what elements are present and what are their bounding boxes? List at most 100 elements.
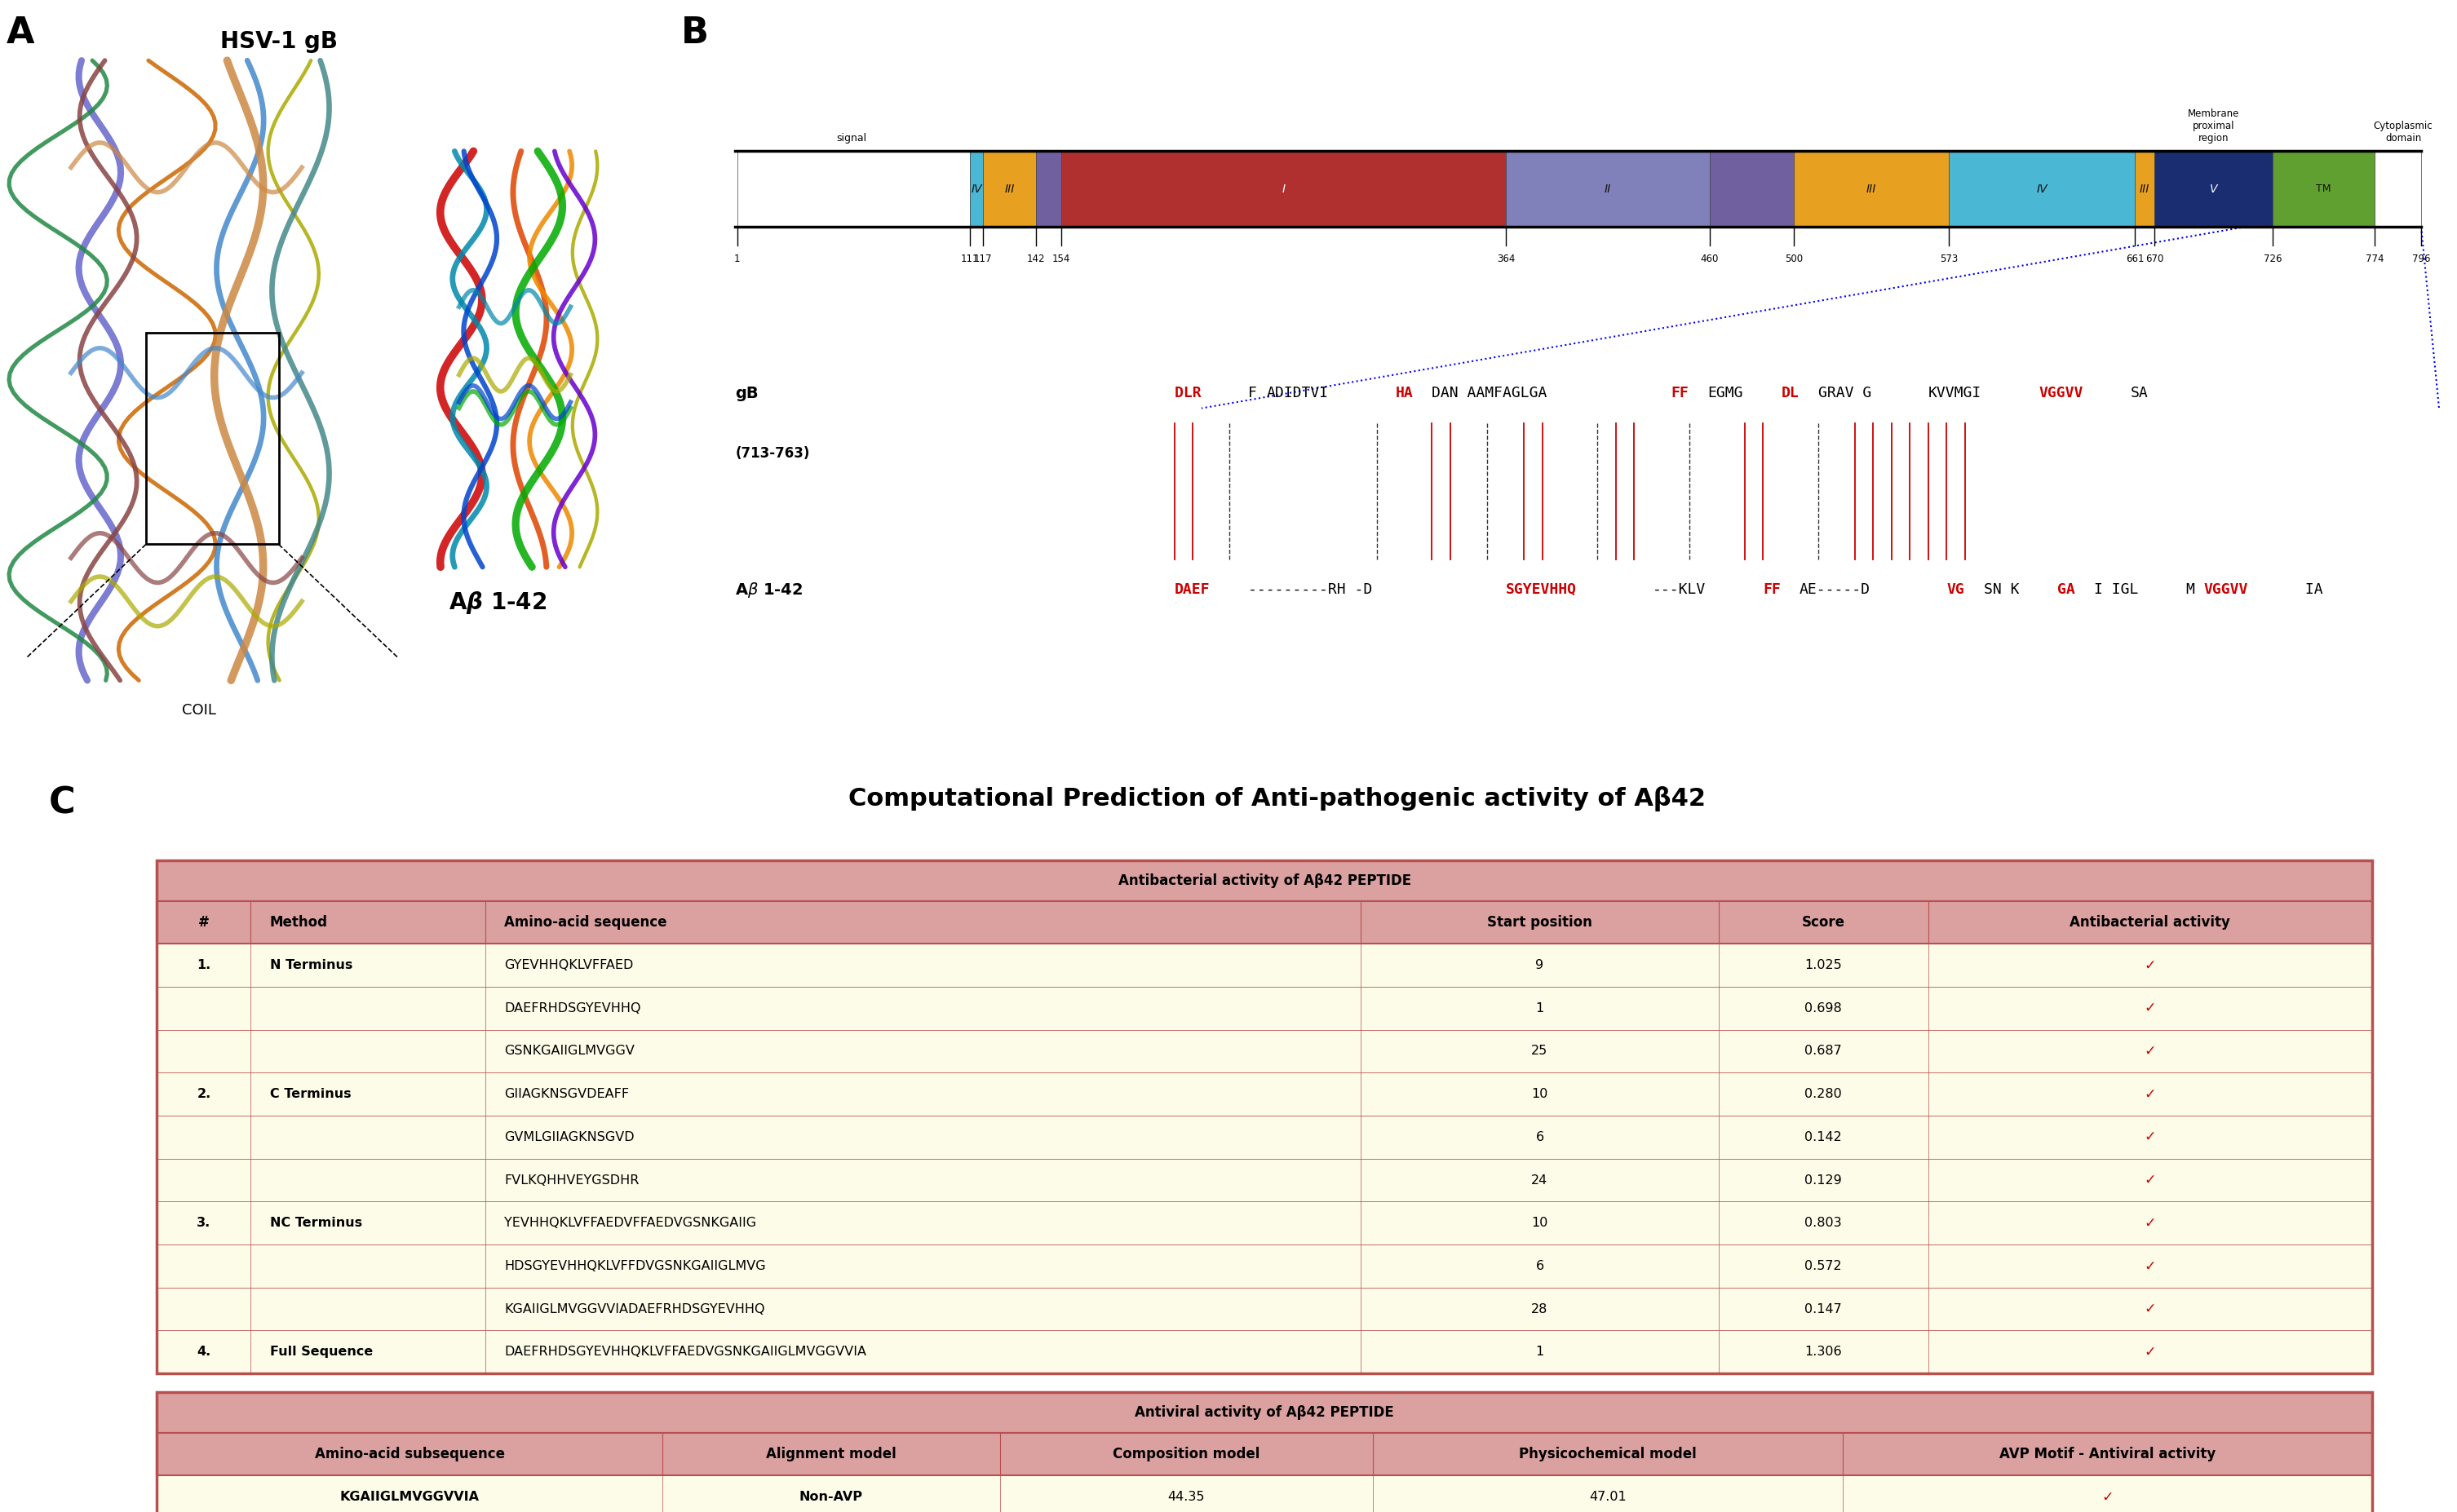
Bar — [1037, 151, 1061, 227]
Bar — [157, 1433, 2373, 1476]
Text: I: I — [1283, 183, 1285, 195]
Bar — [157, 1116, 2373, 1158]
Text: Full Sequence: Full Sequence — [270, 1346, 373, 1358]
Text: 10: 10 — [1531, 1217, 1548, 1229]
Bar — [157, 1202, 2373, 1244]
Text: GA: GA — [2057, 582, 2074, 597]
Text: 0.280: 0.280 — [1806, 1089, 1843, 1101]
Text: M: M — [2187, 582, 2194, 597]
Text: 2.: 2. — [197, 1089, 211, 1101]
Text: ✓: ✓ — [2145, 1258, 2157, 1273]
Text: 0.698: 0.698 — [1806, 1002, 1843, 1015]
Text: NC Terminus: NC Terminus — [270, 1217, 361, 1229]
Text: 142: 142 — [1027, 254, 1044, 265]
Bar — [2135, 151, 2155, 227]
Text: ✓: ✓ — [2145, 1344, 2157, 1359]
Text: 796: 796 — [2413, 254, 2430, 265]
Text: 6: 6 — [1536, 1131, 1543, 1143]
Text: A: A — [7, 15, 34, 50]
Bar — [157, 1244, 2373, 1288]
Text: HSV-1 gB: HSV-1 gB — [219, 30, 337, 53]
Text: N Terminus: N Terminus — [270, 959, 354, 971]
Text: GYEVHHQKLVFFAED: GYEVHHQKLVFFAED — [504, 959, 634, 971]
Text: 500: 500 — [1786, 254, 1803, 265]
Bar — [1948, 151, 2135, 227]
Text: 117: 117 — [973, 254, 993, 265]
Bar — [1710, 151, 1794, 227]
Text: SN K: SN K — [1983, 582, 2020, 597]
Bar — [157, 860, 2373, 1373]
Text: ✓: ✓ — [2145, 1001, 2157, 1016]
Text: IV: IV — [2037, 183, 2047, 195]
Text: IA: IA — [2295, 582, 2322, 597]
Bar — [157, 1393, 2373, 1433]
Bar — [1794, 151, 1948, 227]
Text: DLR: DLR — [1174, 386, 1209, 401]
Text: II: II — [1604, 183, 1612, 195]
Text: Computational Prediction of Anti-pathogenic activity of Aβ42: Computational Prediction of Anti-pathoge… — [848, 786, 1705, 812]
Text: SGYEVHHQ: SGYEVHHQ — [1506, 582, 1577, 597]
Text: F: F — [1248, 386, 1258, 401]
Text: COIL: COIL — [182, 703, 216, 718]
Text: Composition model: Composition model — [1113, 1447, 1260, 1462]
Bar — [737, 151, 971, 227]
Text: 0.142: 0.142 — [1806, 1131, 1843, 1143]
Text: KGAIIGLMVGGVVIADAEFRHDSGYEVHHQ: KGAIIGLMVGGVVIADAEFRHDSGYEVHHQ — [504, 1303, 764, 1315]
Text: Antibacterial activity: Antibacterial activity — [2069, 915, 2231, 930]
Bar — [157, 901, 2373, 943]
Text: Score: Score — [1801, 915, 1845, 930]
Text: III: III — [1005, 183, 1015, 195]
Text: 10: 10 — [1531, 1089, 1548, 1101]
Text: 28: 28 — [1531, 1303, 1548, 1315]
Text: B: B — [681, 15, 710, 50]
Text: Membrane
proximal
region: Membrane proximal region — [2187, 109, 2238, 144]
Text: I IGL: I IGL — [2093, 582, 2138, 597]
Text: ✓: ✓ — [2145, 1087, 2157, 1101]
Text: 460: 460 — [1700, 254, 1717, 265]
Bar — [157, 1030, 2373, 1072]
Text: AE-----D: AE-----D — [1799, 582, 1870, 597]
Text: Amino-acid sequence: Amino-acid sequence — [504, 915, 668, 930]
Text: 3.: 3. — [197, 1217, 211, 1229]
Text: 25: 25 — [1531, 1045, 1548, 1057]
Text: A$\boldsymbol{\beta}$ 1-42: A$\boldsymbol{\beta}$ 1-42 — [450, 590, 545, 615]
Text: C Terminus: C Terminus — [270, 1089, 351, 1101]
Text: IV: IV — [971, 183, 983, 195]
Text: 44.35: 44.35 — [1167, 1491, 1204, 1503]
Bar — [983, 151, 1037, 227]
Bar — [2273, 151, 2373, 227]
Text: YEVHHQKLVFFAEDVFFAEDVGSNKGAIIG: YEVHHQKLVFFAEDVFFAEDVGSNKGAIIG — [504, 1217, 757, 1229]
Bar — [2373, 151, 2420, 227]
Text: 0.129: 0.129 — [1806, 1173, 1843, 1187]
Text: Alignment model: Alignment model — [767, 1447, 897, 1462]
Text: SA: SA — [2130, 386, 2147, 401]
Bar — [1061, 151, 1506, 227]
Text: 0.147: 0.147 — [1806, 1303, 1843, 1315]
Text: 774: 774 — [2366, 254, 2383, 265]
Text: #: # — [199, 915, 209, 930]
Text: DAN AAMFAGLGA: DAN AAMFAGLGA — [1432, 386, 1548, 401]
Text: DAEF: DAEF — [1174, 582, 1209, 597]
Text: A$\beta$ 1-42: A$\beta$ 1-42 — [735, 581, 803, 599]
Bar — [157, 1288, 2373, 1331]
Text: C: C — [49, 786, 76, 821]
Text: 1: 1 — [1536, 1346, 1543, 1358]
Text: HA: HA — [1396, 386, 1413, 401]
Text: 24: 24 — [1531, 1173, 1548, 1187]
Text: 1: 1 — [1536, 1002, 1543, 1015]
Bar — [735, 151, 2420, 227]
Text: III: III — [2140, 183, 2150, 195]
Text: 9: 9 — [1536, 959, 1543, 971]
Text: HDSGYEVHHQKLVFFDVGSNKGAIIGLMVG: HDSGYEVHHQKLVFFDVGSNKGAIIGLMVG — [504, 1259, 767, 1272]
Text: Non-AVP: Non-AVP — [799, 1491, 862, 1503]
Text: Start position: Start position — [1486, 915, 1592, 930]
Bar — [157, 1476, 2373, 1512]
Bar — [971, 151, 983, 227]
Bar — [157, 987, 2373, 1030]
Bar — [157, 860, 2373, 901]
Text: VGGVV: VGGVV — [2039, 386, 2084, 401]
Text: GVMLGIIAGKNSGVD: GVMLGIIAGKNSGVD — [504, 1131, 634, 1143]
Text: 1.025: 1.025 — [1806, 959, 1843, 971]
Bar — [2155, 151, 2273, 227]
Text: Cytoplasmic
domain: Cytoplasmic domain — [2373, 121, 2432, 144]
